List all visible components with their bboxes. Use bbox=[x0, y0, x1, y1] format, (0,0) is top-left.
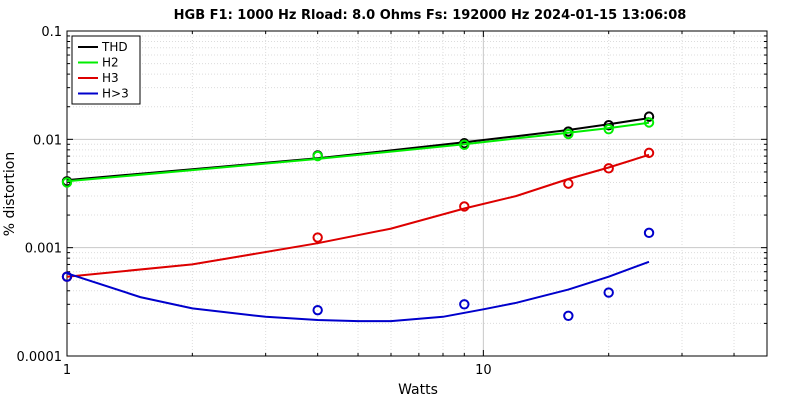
y-tick-label: 0.01 bbox=[33, 133, 62, 148]
data-point bbox=[61, 177, 73, 188]
data-point bbox=[603, 120, 614, 131]
legend-label: H>3 bbox=[102, 87, 129, 101]
y-tick-label: 0.001 bbox=[25, 242, 62, 257]
legend-label: H2 bbox=[102, 56, 119, 70]
series-line bbox=[66, 121, 650, 183]
series-layer bbox=[61, 111, 655, 323]
data-point bbox=[603, 163, 614, 174]
data-point bbox=[643, 147, 655, 159]
data-point bbox=[603, 287, 614, 298]
axis-ticks: 1 10 0.0001 0.001 0.01 0.1 bbox=[17, 25, 767, 378]
data-point bbox=[643, 227, 655, 239]
data-point bbox=[312, 232, 323, 243]
y-axis-label: % distortion bbox=[2, 152, 18, 236]
x-tick-label: 1 bbox=[63, 363, 71, 378]
series-4 bbox=[61, 227, 655, 323]
data-point bbox=[312, 150, 323, 162]
data-point bbox=[643, 111, 655, 122]
series-line bbox=[66, 153, 650, 278]
data-point bbox=[61, 271, 73, 282]
y-tick-label: 0.0001 bbox=[17, 350, 63, 365]
y-tick-label: 0.1 bbox=[41, 25, 62, 40]
data-point bbox=[563, 128, 574, 140]
legend-label: THD bbox=[101, 40, 128, 54]
x-axis-label: Watts bbox=[398, 382, 438, 398]
data-point bbox=[563, 178, 574, 189]
data-point bbox=[459, 139, 470, 151]
series-line bbox=[66, 260, 650, 323]
data-point bbox=[643, 117, 655, 128]
data-point bbox=[603, 124, 614, 135]
x-tick-label: 10 bbox=[475, 363, 492, 378]
data-point bbox=[312, 304, 323, 316]
data-point bbox=[459, 299, 470, 310]
data-point bbox=[563, 310, 574, 322]
legend-label: H3 bbox=[102, 71, 119, 85]
chart-title: HGB F1: 1000 Hz Rload: 8.0 Ohms Fs: 1920… bbox=[174, 8, 687, 23]
data-point bbox=[459, 201, 470, 212]
plot-frame bbox=[66, 30, 768, 357]
series-2 bbox=[61, 117, 655, 188]
